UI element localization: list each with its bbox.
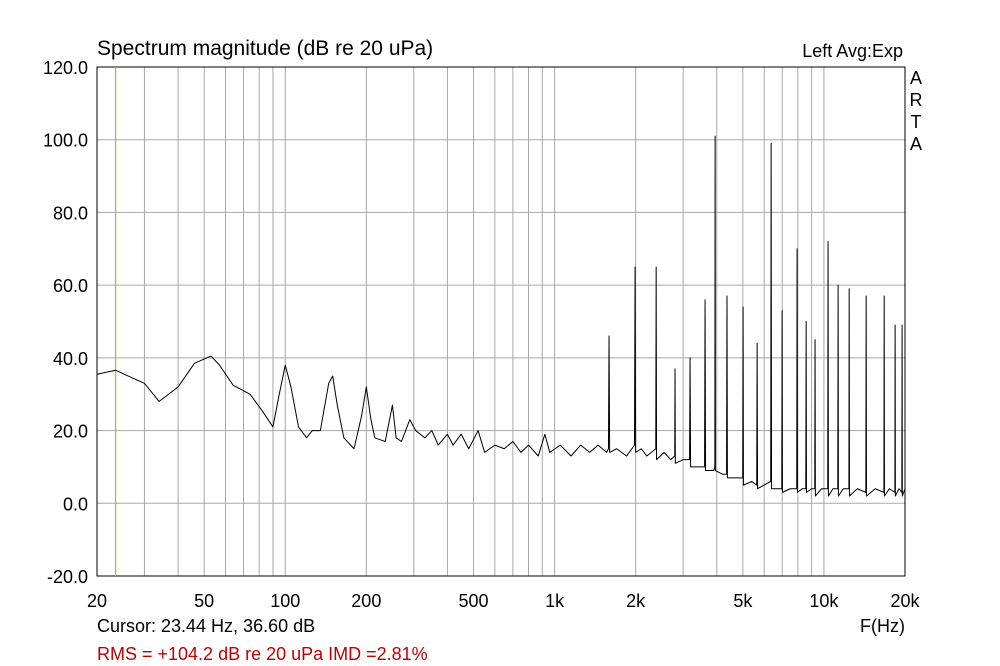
plot-frame	[96, 66, 906, 577]
y-tick-label: 0.0	[63, 494, 88, 514]
x-tick-label: 50	[194, 591, 214, 611]
y-tick-label: -20.0	[47, 567, 88, 587]
y-tick-label: 80.0	[53, 203, 88, 223]
x-tick-label: 2k	[626, 591, 646, 611]
chart-title: Spectrum magnitude (dB re 20 uPa)	[97, 37, 433, 60]
x-tick-label: 100	[270, 591, 300, 611]
x-tick-label: 200	[351, 591, 381, 611]
x-tick-label: 500	[458, 591, 488, 611]
y-tick-label: 20.0	[53, 422, 88, 442]
summary-label: RMS = +104.2 dB re 20 uPa IMD =2.81%	[97, 644, 428, 664]
status-label: Left Avg:Exp	[802, 41, 903, 61]
y-tick-label: 60.0	[53, 276, 88, 296]
x-axis-label: F(Hz)	[860, 616, 905, 636]
spectrum-line	[96, 135, 906, 497]
x-tick-label: 1k	[545, 591, 565, 611]
y-tick-label: 120.0	[43, 58, 88, 78]
y-tick-label: 40.0	[53, 349, 88, 369]
watermark: ARTA	[906, 68, 926, 156]
x-tick-label: 5k	[733, 591, 753, 611]
y-tick-label: 100.0	[43, 131, 88, 151]
x-tick-label: 20	[87, 591, 107, 611]
x-tick-label: 20k	[890, 591, 920, 611]
cursor-label: Cursor: 23.44 Hz, 36.60 dB	[97, 616, 315, 636]
x-tick-label: 10k	[809, 591, 839, 611]
